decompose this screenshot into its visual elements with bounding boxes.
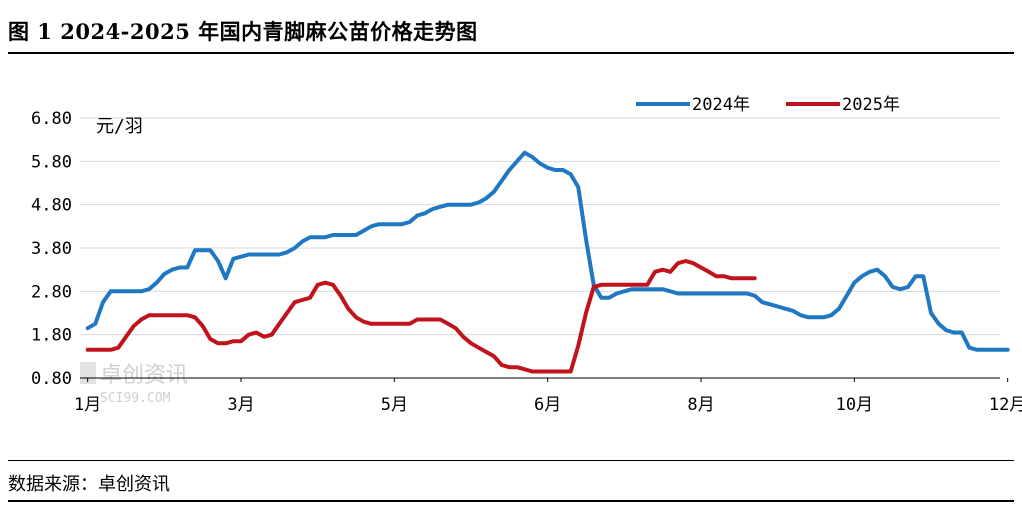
watermark: 卓创资讯 SCI99.COM [80, 362, 188, 406]
y-tick-label: 2.80 [31, 282, 72, 302]
legend: 2024年 2025年 [636, 95, 900, 115]
y-tick-label: 6.80 [31, 109, 72, 129]
legend-label: 2025年 [842, 95, 900, 115]
series-line-2024 [85, 150, 1010, 352]
watermark-text-en: SCI99.COM [100, 391, 171, 406]
x-tick-label: 1月 [74, 395, 101, 415]
x-tick-label: 3月 [227, 395, 254, 415]
x-tick-label: 6月 [534, 395, 561, 415]
y-tick-label: 4.80 [31, 196, 72, 216]
chart-title: 图 1 2024-2025 年国内青脚麻公苗价格走势图 [8, 19, 478, 44]
y-axis-unit-label: 元/羽 [96, 116, 143, 137]
x-tick-label: 5月 [381, 395, 408, 415]
series-line-2025 [85, 259, 757, 374]
bottom-divider [8, 500, 1014, 502]
series-layer [85, 150, 1010, 374]
chart-area: 卓创资讯 SCI99.COM 6.80 5.80 4.80 3.80 2.80 1.80 0… [0, 60, 1022, 460]
title-divider [8, 52, 1014, 54]
watermark-text-cn: 卓创资讯 [100, 363, 188, 388]
x-tick-label: 10月 [836, 395, 873, 415]
footer-divider [8, 460, 1014, 461]
chart-header: 图 1 2024-2025 年国内青脚麻公苗价格走势图 [0, 0, 1022, 56]
price-line-chart: 卓创资讯 SCI99.COM 6.80 5.80 4.80 3.80 2.80 1.80 0… [31, 95, 1022, 415]
y-tick-label: 5.80 [31, 152, 72, 172]
legend-label: 2024年 [692, 95, 750, 115]
y-tick-label: 0.80 [31, 369, 72, 389]
x-tick-label: 8月 [687, 395, 714, 415]
grid-layer [80, 117, 1000, 336]
y-tick-label: 1.80 [31, 326, 72, 346]
data-source: 数据来源：卓创资讯 [8, 474, 170, 495]
x-tick-label: 12月 [989, 395, 1022, 415]
y-tick-label: 3.80 [31, 239, 72, 259]
